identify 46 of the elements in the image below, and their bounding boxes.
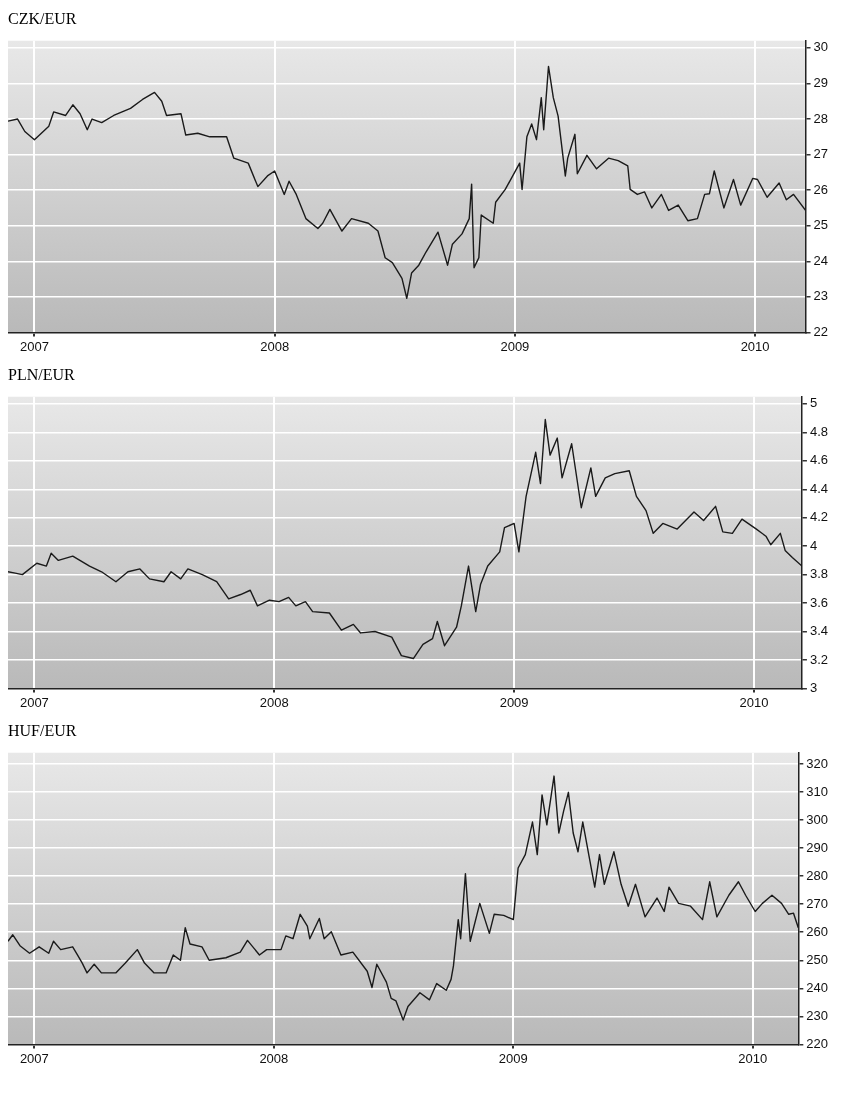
chart-title: PLN/EUR <box>8 365 76 385</box>
y-tick-label: 28 <box>813 110 829 126</box>
y-tick-label: 3.8 <box>809 566 829 582</box>
y-tick-label: 25 <box>813 217 829 233</box>
y-tick-label: 3 <box>809 679 818 695</box>
x-tick-label: 2010 <box>738 1050 768 1066</box>
y-tick-label: 320 <box>806 755 829 771</box>
x-tick-label: 2008 <box>260 338 290 354</box>
y-tick-label: 30 <box>813 39 829 55</box>
x-tick-label: 2007 <box>19 694 49 710</box>
y-tick-label: 290 <box>806 839 829 855</box>
y-tick-label: 3.2 <box>809 651 829 667</box>
y-tick-label: 5 <box>809 395 818 411</box>
chart-title: CZK/EUR <box>8 9 78 29</box>
y-tick-label: 26 <box>813 181 829 197</box>
x-tick-label: 2008 <box>259 1050 289 1066</box>
y-tick-label: 4.2 <box>809 509 829 525</box>
x-tick-label: 2008 <box>259 694 289 710</box>
y-tick-label: 310 <box>806 783 829 799</box>
y-tick-label: 260 <box>806 923 829 939</box>
x-tick-label: 2009 <box>498 1050 528 1066</box>
y-tick-label: 4.4 <box>809 480 829 496</box>
y-tick-label: 270 <box>806 895 829 911</box>
y-tick-label: 27 <box>813 146 829 162</box>
x-tick-label: 2010 <box>739 694 769 710</box>
y-tick-label: 250 <box>806 951 829 967</box>
y-tick-label: 280 <box>806 867 829 883</box>
y-tick-label: 24 <box>813 252 829 268</box>
y-tick-label: 3.6 <box>809 594 829 610</box>
y-tick-label: 220 <box>806 1035 829 1051</box>
y-tick-label: 4.6 <box>809 452 829 468</box>
y-tick-label: 4 <box>809 537 818 553</box>
y-tick-label: 4.8 <box>809 423 829 439</box>
y-tick-label: 22 <box>813 323 829 339</box>
y-tick-label: 23 <box>813 288 829 304</box>
y-tick-label: 29 <box>813 75 829 91</box>
x-tick-label: 2007 <box>19 1050 49 1066</box>
y-tick-label: 300 <box>806 811 829 827</box>
x-tick-label: 2009 <box>500 338 530 354</box>
y-tick-label: 230 <box>806 1007 829 1023</box>
y-tick-label: 3.4 <box>809 623 829 639</box>
x-tick-label: 2009 <box>499 694 529 710</box>
y-tick-label: 240 <box>806 979 829 995</box>
x-tick-label: 2007 <box>19 338 49 354</box>
x-tick-label: 2010 <box>740 338 770 354</box>
chart-title: HUF/EUR <box>8 721 78 741</box>
